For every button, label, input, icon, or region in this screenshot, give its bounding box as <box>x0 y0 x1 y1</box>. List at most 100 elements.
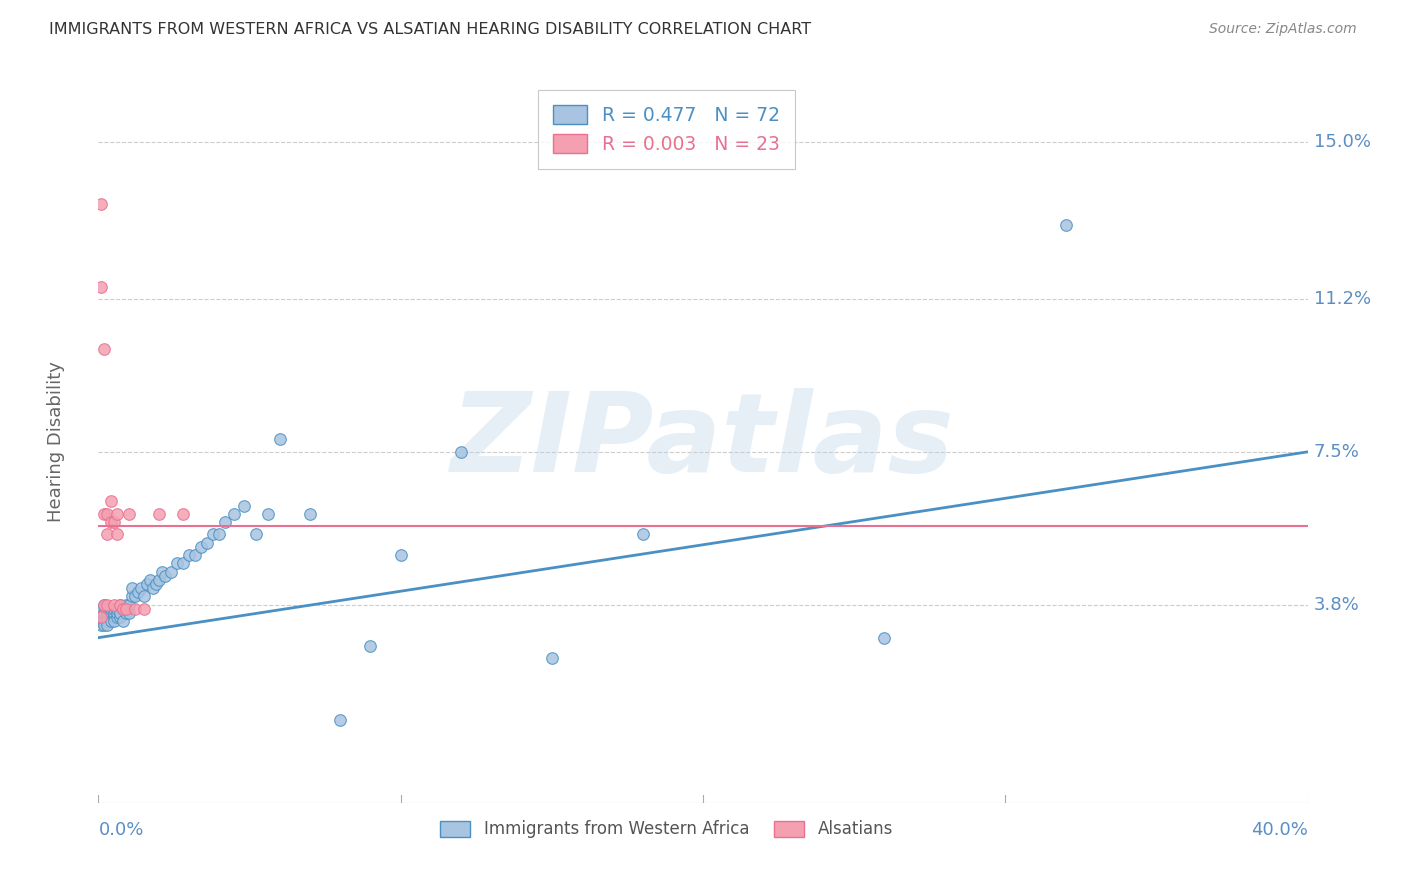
Point <box>105 507 128 521</box>
Point <box>148 573 170 587</box>
Text: IMMIGRANTS FROM WESTERN AFRICA VS ALSATIAN HEARING DISABILITY CORRELATION CHART: IMMIGRANTS FROM WESTERN AFRICA VS ALSATI… <box>49 22 811 37</box>
Point <box>105 527 128 541</box>
Point <box>103 598 125 612</box>
Point <box>190 540 212 554</box>
Point <box>232 499 254 513</box>
Point <box>96 610 118 624</box>
Point <box>103 601 125 615</box>
Point <box>93 598 115 612</box>
Point <box>100 515 122 529</box>
Point <box>121 581 143 595</box>
Point <box>90 610 112 624</box>
Point <box>108 598 131 612</box>
Point <box>118 606 141 620</box>
Point <box>90 606 112 620</box>
Point <box>135 577 157 591</box>
Text: 15.0%: 15.0% <box>1313 133 1371 152</box>
Point <box>96 598 118 612</box>
Point <box>111 614 134 628</box>
Point <box>90 279 112 293</box>
Point <box>90 197 112 211</box>
Point <box>111 601 134 615</box>
Point <box>90 601 112 615</box>
Point <box>96 507 118 521</box>
Point <box>245 527 267 541</box>
Point <box>118 598 141 612</box>
Point <box>299 507 322 521</box>
Point <box>103 610 125 624</box>
Point <box>100 614 122 628</box>
Point <box>269 433 291 447</box>
Text: Source: ZipAtlas.com: Source: ZipAtlas.com <box>1209 22 1357 37</box>
Text: 0.0%: 0.0% <box>98 821 143 838</box>
Text: 7.5%: 7.5% <box>1313 442 1360 461</box>
Point <box>208 527 231 541</box>
Point <box>166 557 188 571</box>
Point <box>184 548 207 562</box>
Point <box>172 507 194 521</box>
Point <box>100 610 122 624</box>
Point <box>389 548 412 562</box>
Point <box>93 342 115 356</box>
Point <box>1054 218 1077 232</box>
Point <box>93 507 115 521</box>
Point <box>103 614 125 628</box>
Point <box>108 598 131 612</box>
Text: 11.2%: 11.2% <box>1313 290 1371 308</box>
Point <box>96 606 118 620</box>
Point <box>90 618 112 632</box>
Point <box>145 577 167 591</box>
Point <box>96 614 118 628</box>
Text: 40.0%: 40.0% <box>1251 821 1308 838</box>
Point <box>214 515 236 529</box>
Point <box>114 601 136 615</box>
Text: Hearing Disability: Hearing Disability <box>46 361 65 522</box>
Point <box>139 573 162 587</box>
Point <box>148 507 170 521</box>
Point <box>100 601 122 615</box>
Text: ZIPatlas: ZIPatlas <box>451 388 955 495</box>
Point <box>96 618 118 632</box>
Point <box>105 610 128 624</box>
Point <box>124 601 146 615</box>
Point <box>631 527 654 541</box>
Point <box>118 507 141 521</box>
Point <box>256 507 278 521</box>
Point <box>127 585 149 599</box>
Point <box>153 568 176 582</box>
Point <box>93 606 115 620</box>
Point <box>873 631 896 645</box>
Point <box>100 606 122 620</box>
Point <box>114 598 136 612</box>
Point <box>108 606 131 620</box>
Point <box>121 590 143 604</box>
Point <box>93 618 115 632</box>
Point <box>100 494 122 508</box>
Point <box>124 590 146 604</box>
Point <box>111 601 134 615</box>
Point <box>360 639 382 653</box>
Point <box>93 614 115 628</box>
Point <box>172 557 194 571</box>
Point <box>96 601 118 615</box>
Point <box>90 614 112 628</box>
Point <box>93 610 115 624</box>
Point <box>90 610 112 624</box>
Point <box>150 565 173 579</box>
Point <box>179 548 201 562</box>
Point <box>450 445 472 459</box>
Point <box>132 590 155 604</box>
Legend: R = 0.477   N = 72, R = 0.003   N = 23: R = 0.477 N = 72, R = 0.003 N = 23 <box>538 90 796 169</box>
Point <box>142 581 165 595</box>
Point <box>103 515 125 529</box>
Point <box>132 601 155 615</box>
Point <box>105 606 128 620</box>
Point <box>195 535 218 549</box>
Point <box>114 606 136 620</box>
Point <box>93 598 115 612</box>
Point <box>224 507 246 521</box>
Point <box>202 527 225 541</box>
Point <box>105 601 128 615</box>
Point <box>96 527 118 541</box>
Text: 3.8%: 3.8% <box>1313 596 1360 614</box>
